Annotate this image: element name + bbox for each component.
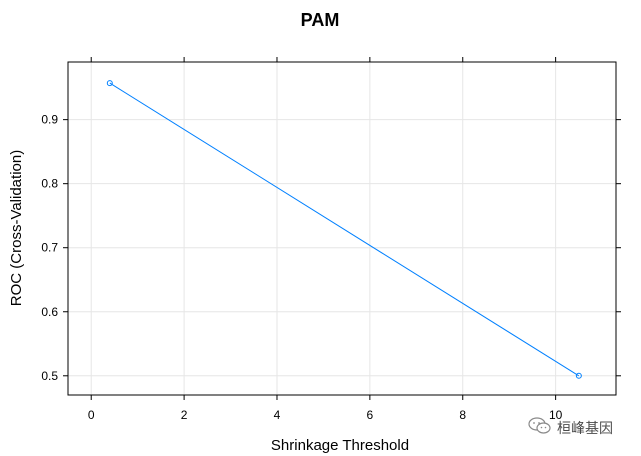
x-tick-label: 10 [549,408,563,422]
data-point [106,80,113,87]
wechat-icon [528,416,552,440]
y-tick-label: 0.9 [41,113,58,127]
x-tick-label: 8 [459,408,466,422]
watermark: 桓峰基因 [528,416,613,440]
x-tick-label: 0 [88,408,95,422]
axis-ticks: 0 2 4 6 8 10 0.5 0.6 0.7 0.8 0.9 [41,57,621,422]
x-tick-label: 6 [367,408,374,422]
x-tick-label: 2 [181,408,188,422]
y-tick-label: 0.6 [41,305,58,319]
y-axis-title: ROC (Cross-Validation) [8,150,25,306]
y-tick-label: 0.7 [41,241,58,255]
grid [68,62,616,395]
series-line [109,82,580,377]
x-axis-title: Shrinkage Threshold [271,437,409,454]
data-point [575,372,582,379]
series [106,80,582,379]
y-tick-label: 0.8 [41,177,58,191]
chart-title: PAM [301,10,340,30]
plot-frame [67,61,617,396]
y-tick-label: 0.5 [41,369,58,383]
watermark-text: 桓峰基因 [557,421,613,437]
x-tick-label: 4 [274,408,281,422]
